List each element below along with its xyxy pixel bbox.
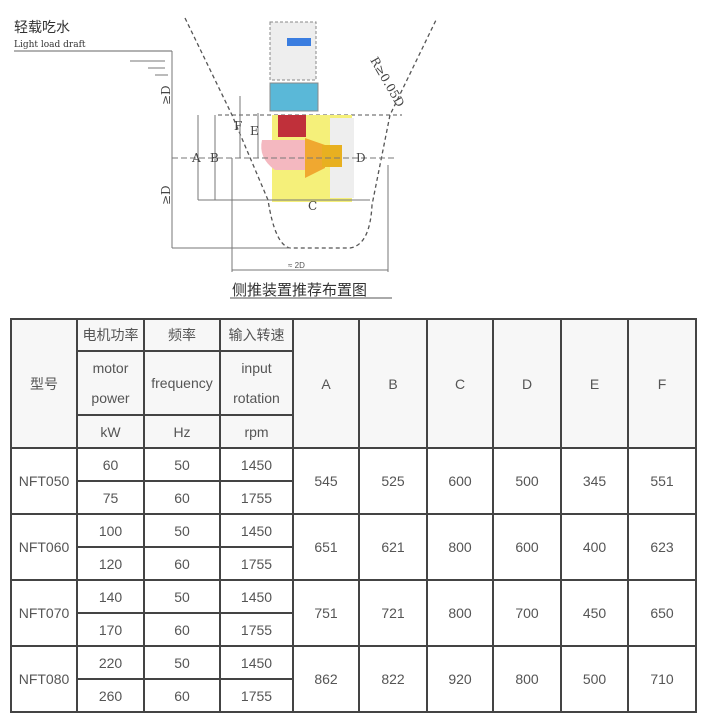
power-cell: 100 xyxy=(76,513,145,548)
dim-cell-d: 700 xyxy=(492,579,562,647)
header-rot-cn: 输入转速 xyxy=(219,318,294,352)
rpm-cell: 1450 xyxy=(219,513,294,548)
dim-cell-d: 800 xyxy=(492,645,562,713)
radius-dim: R≥0.05D xyxy=(367,55,407,110)
header-rot-unit: rpm xyxy=(219,414,294,449)
frequency-cell: 50 xyxy=(143,513,221,548)
table-row: 120 60 1755 xyxy=(11,546,696,581)
frequency-cell: 50 xyxy=(143,447,221,482)
dim-f-label: F xyxy=(234,119,242,133)
power-cell: 60 xyxy=(76,447,145,482)
header-freq-unit: Hz xyxy=(143,414,221,449)
dim-cell-a: 545 xyxy=(292,447,360,515)
rpm-cell: 1755 xyxy=(219,678,294,713)
header-power-cn: 电机功率 xyxy=(76,318,145,352)
dim-cell-b: 822 xyxy=(358,645,428,713)
rpm-cell: 1450 xyxy=(219,579,294,614)
light-load-draft-cn: 轻载吃水 xyxy=(14,20,70,36)
frequency-cell: 50 xyxy=(143,645,221,680)
frequency-cell: 50 xyxy=(143,579,221,614)
rpm-cell: 1755 xyxy=(219,480,294,515)
header-b: B xyxy=(358,318,428,449)
header-power-en-2: power xyxy=(91,390,130,406)
power-cell: 170 xyxy=(76,612,145,647)
dim-cell-f: 551 xyxy=(627,447,697,515)
dim-cell-b: 721 xyxy=(358,579,428,647)
depth-top-dim: ≥D xyxy=(159,85,173,105)
header-rot-en-2: rotation xyxy=(233,390,280,406)
header-power-en-1: motor xyxy=(92,360,129,376)
dim-e-label: E xyxy=(250,124,259,138)
dim-cell-e: 400 xyxy=(560,513,629,581)
rpm-cell: 1755 xyxy=(219,612,294,647)
model-cell: NFT070 xyxy=(10,579,78,647)
table-row: NFT060 100 50 1450 651 621 800 600 400 623 xyxy=(10,513,697,581)
table-row: 170 60 1755 xyxy=(11,612,696,647)
header-rot-en-1: input xyxy=(241,360,272,376)
dim-cell-c: 920 xyxy=(426,645,494,713)
width-dim: ≈ 2D xyxy=(288,261,305,270)
spec-table: 型号 电机功率 频率 输入转速 A B C D E F motor power f… xyxy=(10,318,697,713)
dim-cell-e: 500 xyxy=(560,645,629,713)
dim-cell-c: 800 xyxy=(426,513,494,581)
model-cell: NFT080 xyxy=(10,645,78,713)
diagram-caption: 侧推装置推荐布置图 xyxy=(232,281,367,299)
power-cell: 75 xyxy=(76,480,145,515)
depth-bottom-dim: ≥D xyxy=(159,185,173,205)
table-row: 260 60 1755 xyxy=(11,678,696,713)
power-cell: 220 xyxy=(76,645,145,680)
table-row: 75 60 1755 xyxy=(11,480,696,515)
header-freq-cn: 频率 xyxy=(143,318,221,352)
table-row: NFT050 60 50 1450 545 525 600 500 345 551 xyxy=(10,447,697,515)
header-f: F xyxy=(627,318,697,449)
dim-cell-e: 345 xyxy=(560,447,629,515)
dim-cell-f: 650 xyxy=(627,579,697,647)
frequency-cell: 60 xyxy=(143,480,221,515)
model-cell: NFT050 xyxy=(10,447,78,515)
header-d: D xyxy=(492,318,562,449)
rpm-cell: 1450 xyxy=(219,645,294,680)
dim-cell-c: 800 xyxy=(426,579,494,647)
header-a: A xyxy=(292,318,360,449)
header-e: E xyxy=(560,318,629,449)
dim-cell-c: 600 xyxy=(426,447,494,515)
dim-c-label: C xyxy=(308,199,317,213)
dim-cell-d: 500 xyxy=(492,447,562,515)
table-row: NFT070 140 50 1450 751 721 800 700 450 650 xyxy=(10,579,697,647)
header-model: 型号 xyxy=(10,318,78,449)
table-row: NFT080 220 50 1450 862 822 920 800 500 710 xyxy=(10,645,697,713)
frequency-cell: 60 xyxy=(143,678,221,713)
dim-cell-b: 525 xyxy=(358,447,428,515)
dim-cell-d: 600 xyxy=(492,513,562,581)
light-load-draft-en: Light load draft xyxy=(14,40,86,50)
dim-cell-a: 651 xyxy=(292,513,360,581)
header-rot-en: input rotation xyxy=(219,350,294,416)
dim-cell-a: 751 xyxy=(292,579,360,647)
dim-cell-a: 862 xyxy=(292,645,360,713)
dim-cell-e: 450 xyxy=(560,579,629,647)
dim-cell-f: 710 xyxy=(627,645,697,713)
rpm-cell: 1450 xyxy=(219,447,294,482)
dim-cell-b: 621 xyxy=(358,513,428,581)
rpm-cell: 1755 xyxy=(219,546,294,581)
header-power-unit: kW xyxy=(76,414,145,449)
header-c: C xyxy=(426,318,494,449)
power-cell: 260 xyxy=(76,678,145,713)
dim-cell-f: 623 xyxy=(627,513,697,581)
thruster-layout-diagram: 轻载吃水 Light load draft ≥D ≥D R≥0.05D A B … xyxy=(14,17,438,299)
power-cell: 120 xyxy=(76,546,145,581)
frequency-cell: 60 xyxy=(143,546,221,581)
header-freq-en: frequency xyxy=(143,350,221,416)
model-cell: NFT060 xyxy=(10,513,78,581)
frequency-cell: 60 xyxy=(143,612,221,647)
dim-d-label: D xyxy=(356,151,366,165)
dim-b-label: B xyxy=(210,151,219,165)
dim-a-label: A xyxy=(191,151,201,165)
power-cell: 140 xyxy=(76,579,145,614)
header-power-en: motor power xyxy=(76,350,145,416)
